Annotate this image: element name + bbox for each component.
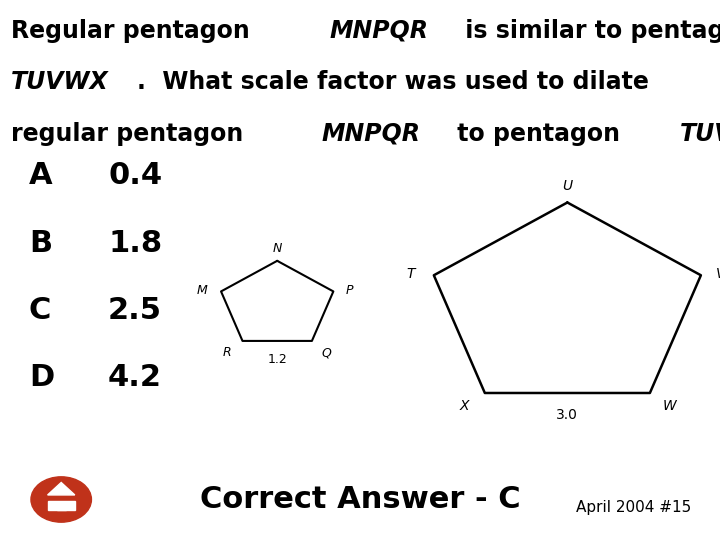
Polygon shape	[57, 503, 66, 510]
Text: V: V	[716, 267, 720, 281]
Text: R: R	[222, 346, 231, 359]
Text: to pentagon: to pentagon	[449, 122, 628, 145]
Text: U: U	[562, 179, 572, 193]
Text: 3.0: 3.0	[557, 408, 578, 422]
Text: is similar to pentagon: is similar to pentagon	[457, 19, 720, 43]
Text: C: C	[29, 296, 51, 325]
Circle shape	[31, 477, 91, 522]
Text: 0.4: 0.4	[108, 161, 162, 190]
Text: regular pentagon: regular pentagon	[11, 122, 251, 145]
Text: B: B	[29, 228, 52, 258]
Text: .  What scale factor was used to dilate: . What scale factor was used to dilate	[137, 70, 649, 94]
Polygon shape	[48, 501, 75, 510]
Text: MNPQR: MNPQR	[330, 19, 428, 43]
Text: 1.2: 1.2	[267, 353, 287, 366]
Text: W: W	[663, 399, 677, 413]
Text: 1.8: 1.8	[108, 228, 162, 258]
Text: Regular pentagon: Regular pentagon	[11, 19, 258, 43]
Text: TUVWX: TUVWX	[11, 70, 109, 94]
Text: N: N	[272, 242, 282, 255]
Text: MNPQR: MNPQR	[321, 122, 420, 145]
Text: 4.2: 4.2	[108, 363, 162, 393]
Text: T: T	[407, 267, 415, 281]
Text: D: D	[29, 363, 54, 393]
Text: Q: Q	[321, 346, 331, 359]
Text: 2.5: 2.5	[108, 296, 162, 325]
Polygon shape	[48, 483, 75, 495]
Text: A: A	[29, 161, 53, 190]
Text: TUVWX: TUVWX	[680, 122, 720, 145]
Text: P: P	[346, 284, 353, 297]
Text: Correct Answer - C: Correct Answer - C	[199, 485, 521, 514]
Text: X: X	[460, 399, 469, 413]
Text: M: M	[197, 284, 207, 297]
Text: April 2004 #15: April 2004 #15	[576, 500, 691, 515]
